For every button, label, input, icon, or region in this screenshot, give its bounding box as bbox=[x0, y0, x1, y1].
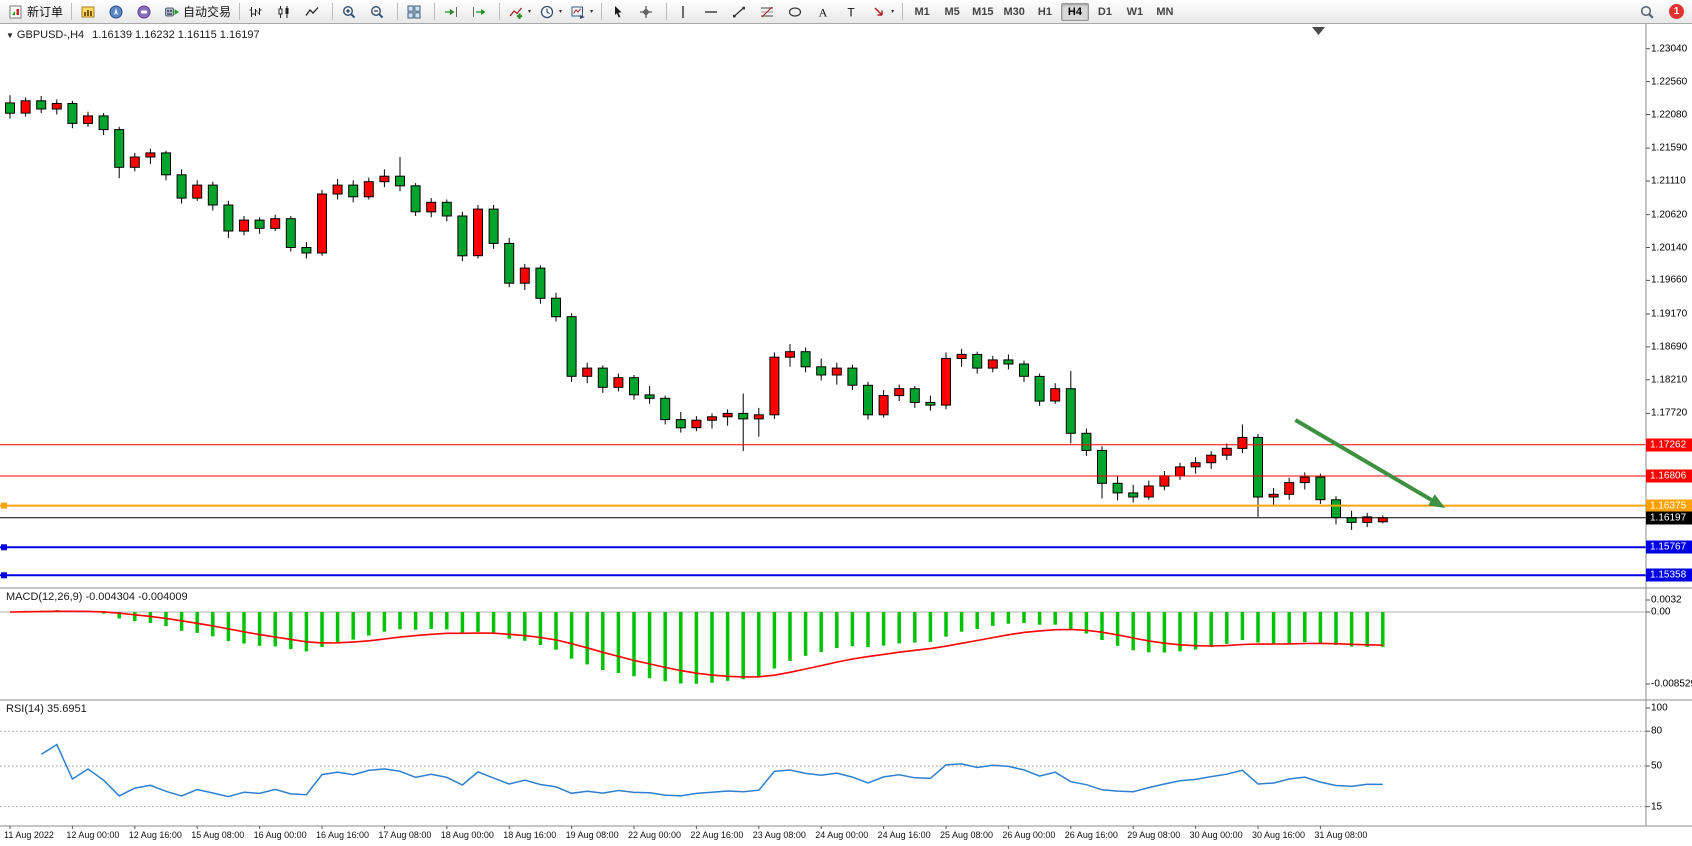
zoom-out-icon bbox=[371, 5, 384, 18]
templates-icon bbox=[571, 6, 586, 19]
toolbar-separator bbox=[499, 3, 501, 20]
timeframe-w1-button[interactable]: W1 bbox=[1126, 5, 1144, 18]
new-order-button-label: 新订单 bbox=[27, 5, 64, 19]
macd-signal-line bbox=[9, 610, 1383, 678]
timeframe-m5-button[interactable]: M5 bbox=[944, 5, 960, 18]
tile-windows-icon bbox=[407, 5, 421, 18]
notification-badge[interactable]: 1 bbox=[1669, 4, 1684, 19]
templates-button[interactable]: ▾ bbox=[567, 1, 596, 23]
support-line-1-handle[interactable] bbox=[1, 544, 7, 551]
horizontal-line-icon bbox=[705, 10, 718, 13]
horizontal-line-button[interactable] bbox=[700, 1, 726, 23]
text-icon: A bbox=[819, 5, 828, 19]
auto-scroll-icon bbox=[445, 6, 458, 17]
line-chart-button[interactable] bbox=[301, 1, 327, 23]
timeframe-mn-button[interactable]: MN bbox=[1156, 5, 1174, 18]
arrows-button[interactable]: ▾ bbox=[868, 1, 897, 23]
bar-chart-button[interactable] bbox=[245, 1, 271, 23]
chart-shift-icon bbox=[473, 6, 486, 17]
cursor-button[interactable] bbox=[607, 1, 633, 23]
dropdown-caret-icon: ▾ bbox=[590, 9, 594, 15]
trendline-icon bbox=[733, 6, 746, 17]
macd-indicator-label: MACD(12,26,9) -0.004304 -0.004009 bbox=[6, 591, 188, 603]
toolbar-separator bbox=[902, 3, 904, 20]
macd-histogram bbox=[23, 610, 1385, 684]
support-line-2-handle[interactable] bbox=[1, 572, 7, 579]
fibonacci-icon bbox=[761, 6, 774, 17]
bar-chart-icon bbox=[249, 6, 262, 17]
cursor-icon bbox=[615, 5, 622, 17]
candlestick-series bbox=[5, 95, 1388, 530]
toolbar-separator bbox=[71, 3, 73, 20]
line-chart-icon bbox=[305, 6, 319, 16]
shapes-icon bbox=[788, 6, 802, 17]
dropdown-caret-icon: ▾ bbox=[891, 9, 895, 15]
terminal-icon bbox=[137, 5, 151, 18]
auto-scroll-button[interactable] bbox=[440, 1, 466, 23]
new-order-icon bbox=[9, 5, 22, 18]
market-watch-icon bbox=[81, 6, 95, 17]
vertical-line-button[interactable] bbox=[672, 1, 698, 23]
autotrading-icon bbox=[165, 7, 180, 16]
zoom-in-icon bbox=[343, 5, 356, 18]
indicators-button[interactable]: ▾ bbox=[505, 1, 534, 23]
timeframe-h1-button[interactable]: H1 bbox=[1037, 5, 1052, 18]
navigator-icon bbox=[109, 5, 123, 18]
timeframe-h4-button[interactable]: H4 bbox=[1060, 2, 1089, 21]
toolbar-separator bbox=[332, 3, 334, 20]
autotrading-button-label: 自动交易 bbox=[183, 5, 232, 19]
toolbar-separator bbox=[666, 3, 668, 20]
shapes-button[interactable] bbox=[784, 1, 810, 23]
zoom-out-button[interactable] bbox=[366, 1, 392, 23]
symbol-ohlc-label: ▼ GBPUSD-,H4 1.16139 1.16232 1.16115 1.161… bbox=[6, 29, 260, 41]
label-button[interactable]: T bbox=[840, 1, 866, 23]
timeframe-m1-button[interactable]: M1 bbox=[914, 5, 930, 18]
chart-shift-marker-icon[interactable] bbox=[1312, 27, 1325, 35]
vertical-line-icon bbox=[682, 5, 684, 18]
toolbar-separator bbox=[601, 3, 603, 20]
periods-button[interactable]: ▾ bbox=[536, 1, 565, 23]
terminal-button[interactable] bbox=[133, 1, 159, 23]
main-toolbar: 新订单 自动交易 ▾ ▾ ▾ A T ▾ M1 M5 M15 M30 H1 H4 D1 W1 MN 1 bbox=[0, 0, 1692, 24]
rsi-indicator-label: RSI(14) 35.6951 bbox=[6, 703, 87, 715]
crosshair-icon bbox=[640, 5, 653, 18]
svg-text:T: T bbox=[847, 5, 855, 19]
symbol-timeframe-text: GBPUSD-,H4 bbox=[16, 29, 85, 41]
candlestick-chart-icon bbox=[278, 5, 289, 18]
window-menu-icon[interactable]: ▼ bbox=[6, 31, 14, 40]
trend-arrow-annotation[interactable] bbox=[1294, 418, 1446, 508]
toolbar-separator bbox=[239, 3, 241, 20]
periods-icon bbox=[540, 5, 554, 18]
navigator-button[interactable] bbox=[105, 1, 131, 23]
candlestick-chart-button[interactable] bbox=[273, 1, 299, 23]
timeframe-d1-button[interactable]: D1 bbox=[1097, 5, 1112, 18]
new-order-button[interactable]: 新订单 bbox=[5, 1, 66, 23]
toolbar-separator bbox=[397, 3, 399, 20]
timeframe-m30-button[interactable]: M30 bbox=[1003, 5, 1025, 18]
dropdown-caret-icon: ▾ bbox=[559, 9, 563, 15]
autotrading-button[interactable]: 自动交易 bbox=[161, 1, 234, 23]
label-icon: T bbox=[847, 5, 855, 19]
tile-windows-button[interactable] bbox=[403, 1, 429, 23]
arrows-icon bbox=[874, 6, 883, 16]
search-icon bbox=[1640, 5, 1654, 19]
rsi-line bbox=[40, 743, 1383, 798]
crosshair-button[interactable] bbox=[635, 1, 661, 23]
toolbar-separator bbox=[434, 3, 436, 20]
dropdown-caret-icon: ▾ bbox=[528, 9, 532, 15]
trendline-button[interactable] bbox=[728, 1, 754, 23]
indicators-icon bbox=[509, 7, 523, 19]
ohlc-values-text: 1.16139 1.16232 1.16115 1.16197 bbox=[92, 29, 260, 41]
text-button[interactable]: A bbox=[812, 1, 838, 23]
market-watch-button[interactable] bbox=[77, 1, 103, 23]
fibonacci-button[interactable] bbox=[756, 1, 782, 23]
timeframe-m15-button[interactable]: M15 bbox=[972, 5, 994, 18]
zoom-in-button[interactable] bbox=[338, 1, 364, 23]
svg-text:A: A bbox=[819, 5, 828, 19]
chart-shift-button[interactable] bbox=[468, 1, 494, 23]
search-button[interactable] bbox=[1636, 1, 1662, 23]
pivot-line-handle[interactable] bbox=[1, 502, 7, 509]
